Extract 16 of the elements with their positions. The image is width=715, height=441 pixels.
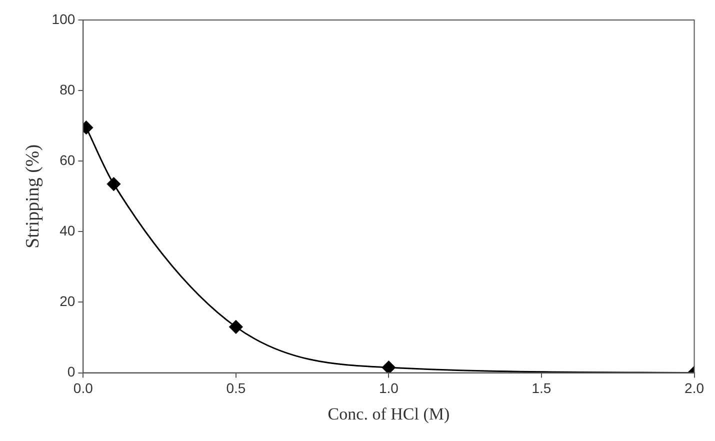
point bbox=[382, 360, 396, 373]
y-axis-title: Stripping (%) bbox=[22, 144, 44, 248]
x-tick-label: 0.5 bbox=[226, 380, 246, 396]
y-tick-label: 20 bbox=[60, 293, 76, 310]
x-tick-label: 1.5 bbox=[532, 380, 552, 396]
y-tick-label: 40 bbox=[60, 222, 76, 239]
x-tick-label: 0.0 bbox=[73, 380, 94, 396]
y-tick-label: 0 bbox=[67, 364, 76, 380]
x-tick-label: 2.0 bbox=[684, 380, 704, 396]
x-axis-title: Conc. of HCl (M) bbox=[328, 404, 450, 424]
y-tick-label: 100 bbox=[52, 10, 76, 27]
x-tick-label: 1.0 bbox=[378, 380, 399, 396]
y-tick-label: 80 bbox=[60, 81, 76, 98]
point bbox=[229, 320, 243, 334]
y-tick-label: 60 bbox=[60, 152, 76, 168]
point bbox=[106, 177, 120, 191]
